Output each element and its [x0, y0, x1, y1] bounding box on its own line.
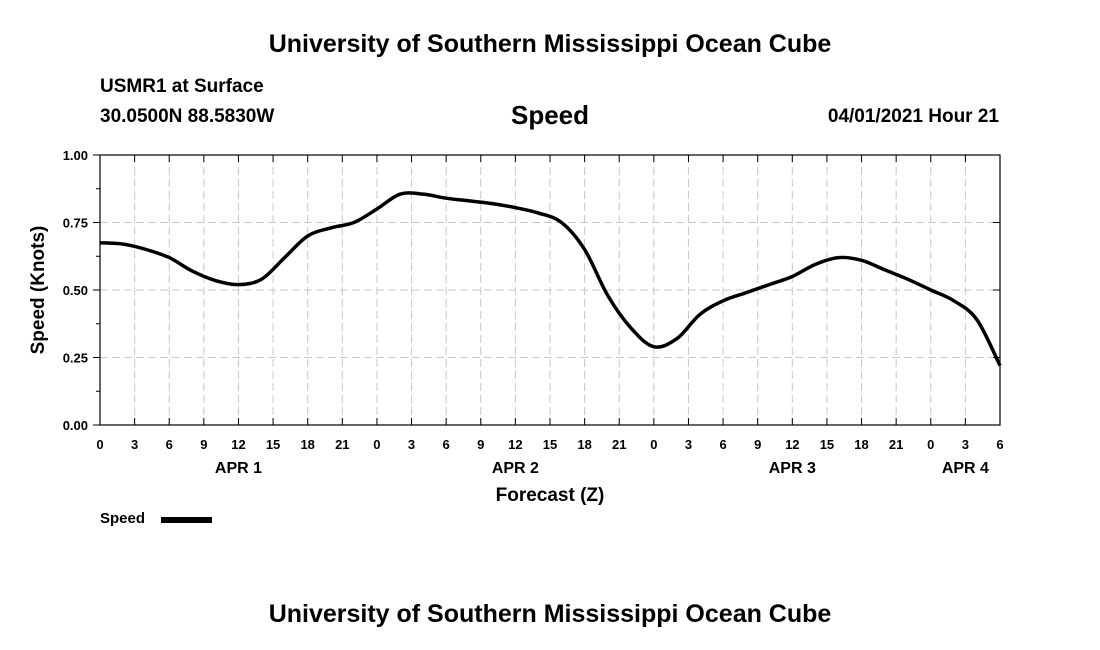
legend-label: Speed: [100, 510, 146, 527]
x-tick-label: 0: [96, 437, 103, 452]
x-tick-label: 6: [996, 437, 1003, 452]
y-tick-label: 0.50: [63, 283, 88, 298]
x-tick-label: 18: [577, 437, 591, 452]
x-tick-label: 9: [477, 437, 484, 452]
datetime-label: 04/01/2021 Hour 21: [827, 106, 999, 127]
y-tick-label: 0.75: [63, 216, 88, 231]
series-layer: [99, 191, 1002, 367]
axes: [93, 154, 1001, 426]
x-tick-label: 0: [373, 437, 380, 452]
top-title: University of Southern Mississippi Ocean…: [268, 30, 832, 58]
x-tick-label: 21: [889, 437, 903, 452]
x-tick-label: 6: [443, 437, 450, 452]
x-tick-label: 3: [685, 437, 692, 452]
y-tick-label: 0.25: [63, 351, 88, 366]
x-tick-label: 6: [166, 437, 173, 452]
x-tick-label: 9: [754, 437, 761, 452]
day-label: APR 1: [215, 460, 262, 477]
variable-title: Speed: [510, 100, 590, 130]
x-tick-label: 3: [408, 437, 415, 452]
x-tick-label: 3: [131, 437, 138, 452]
y-tick-label: 0.00: [63, 418, 88, 433]
tick-labels: 0 3 6 9 12 15 18 21 0 3 6 9 12 15 18 21 0 3 6 9 12 15 18 21 0 3 6 0…: [28, 148, 1004, 506]
day-label: APR 3: [769, 460, 816, 477]
legend-swatch: [161, 517, 212, 523]
plot-frame: [99, 154, 1001, 426]
x-tick-label: 12: [785, 437, 799, 452]
x-tick-label: 15: [820, 437, 834, 452]
series-line-speed: [99, 191, 1002, 367]
x-axis-title: Forecast (Z): [496, 485, 605, 506]
x-tick-label: 12: [508, 437, 522, 452]
x-tick-label: 21: [612, 437, 626, 452]
x-tick-label: 3: [962, 437, 969, 452]
x-tick-label: 15: [543, 437, 557, 452]
x-tick-label: 18: [854, 437, 868, 452]
x-tick-label: 0: [650, 437, 657, 452]
x-tick-label: 6: [719, 437, 726, 452]
location-label: 30.0500N 88.5830W: [100, 106, 275, 127]
y-axis-title: Speed (Knots): [28, 226, 49, 355]
x-tick-label: 15: [266, 437, 280, 452]
grid: [100, 155, 1000, 425]
station-label: USMR1 at Surface: [100, 76, 264, 97]
day-label: APR 4: [942, 460, 989, 477]
day-label: APR 2: [492, 460, 539, 477]
x-tick-label: 9: [200, 437, 207, 452]
bottom-title: University of Southern Mississippi Ocean…: [268, 600, 832, 628]
y-tick-label: 1.00: [63, 148, 88, 163]
x-tick-label: 12: [231, 437, 245, 452]
x-tick-label: 18: [300, 437, 314, 452]
x-tick-label: 0: [927, 437, 934, 452]
x-tick-label: 21: [335, 437, 349, 452]
